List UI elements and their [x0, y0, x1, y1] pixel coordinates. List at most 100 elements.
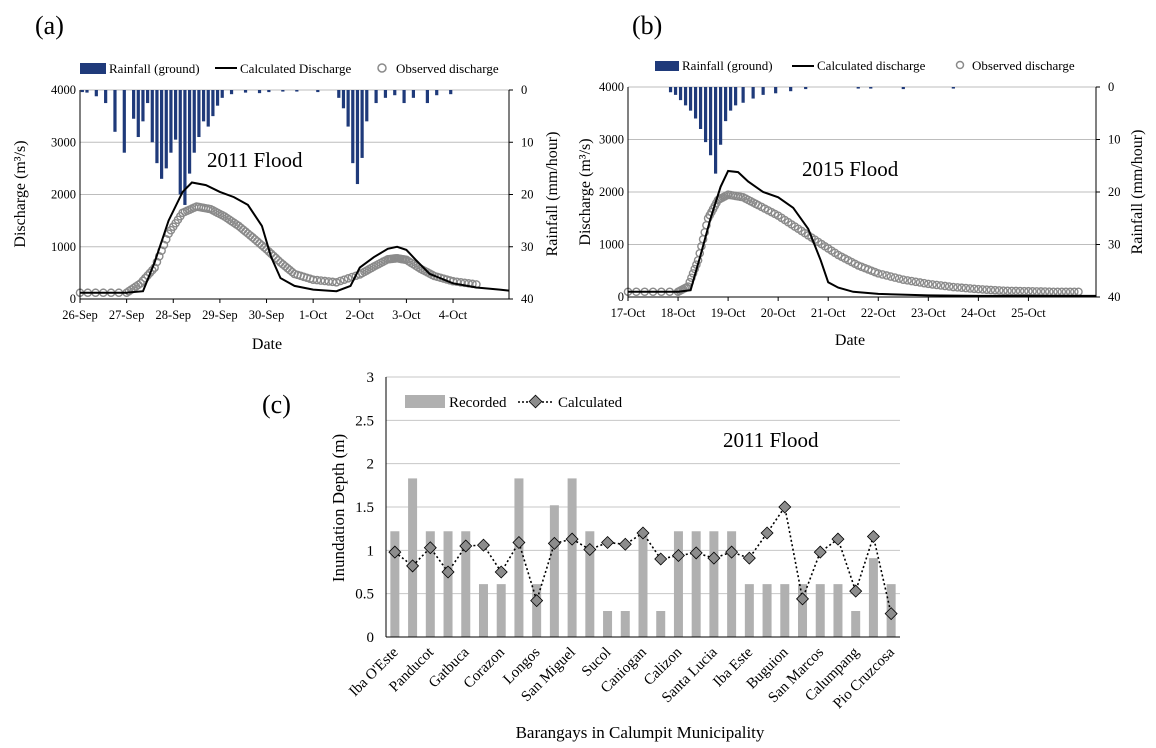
chart-panel-a: Rainfall (ground) Calculated Discharge O…	[12, 61, 561, 353]
x-tick-label-a: 28-Sep	[156, 308, 191, 322]
y-tick-label-c: 1.5	[355, 500, 374, 516]
y2-tick-label-b: 30	[1108, 238, 1121, 252]
calculated-marker	[636, 526, 650, 540]
recorded-bar	[798, 584, 808, 637]
x-tick-label-a: 2-Oct	[346, 308, 375, 322]
rainfall-bar-a	[104, 90, 108, 104]
x-tick-label-b: 19-Oct	[711, 306, 746, 320]
calculated-marker	[441, 565, 455, 579]
y-tick-label-b: 4000	[599, 80, 624, 94]
rainfall-bar-a	[206, 90, 210, 127]
calculated-marker	[849, 584, 863, 598]
observed-point-b	[878, 270, 887, 279]
observed-point-b	[1003, 286, 1012, 296]
legend-b-rainfall-label: Rainfall (ground)	[682, 58, 773, 73]
rainfall-bar-a	[122, 90, 126, 153]
rainfall-bar-b	[951, 87, 955, 89]
calculated-marker	[618, 537, 632, 551]
rainfall-bar-a	[94, 90, 98, 97]
rainfall-bar-a	[374, 90, 378, 104]
observed-point-a	[343, 274, 353, 283]
y-tick-label-c: 2	[367, 457, 375, 473]
rainfall-bar-a	[192, 90, 196, 153]
observed-point-b	[907, 276, 916, 286]
legend-a-rainfall-swatch	[80, 63, 106, 74]
panel-label-c: (c)	[262, 390, 291, 419]
rainfall-bar-a	[141, 90, 145, 122]
legend-b-rainfall-swatch	[655, 61, 679, 71]
rainfall-bar-a	[360, 90, 364, 158]
x-tick-label-b: 20-Oct	[761, 306, 796, 320]
x-axis-title-b: Date	[835, 332, 865, 349]
rainfall-bar-b	[668, 87, 673, 93]
observed-point-b	[882, 271, 891, 280]
recorded-bar	[461, 531, 471, 637]
calculated-marker	[583, 542, 597, 556]
x-tick-label-a: 27-Sep	[109, 308, 144, 322]
observed-point-b	[990, 285, 1000, 295]
recorded-bar	[868, 558, 878, 637]
rainfall-bar-b	[804, 87, 808, 90]
rainfall-bar-a	[411, 90, 416, 98]
observed-point-b	[978, 285, 987, 294]
rainfall-bar-a	[211, 90, 215, 117]
rainfall-bar-a	[113, 90, 117, 132]
calculated-marker	[476, 538, 490, 552]
rainfall-bar-a	[346, 90, 350, 127]
x-tick-label-b: 24-Oct	[961, 306, 996, 320]
observed-point-b	[965, 284, 975, 293]
recorded-bar	[603, 611, 613, 637]
rainfall-bar-a	[351, 90, 355, 164]
recorded-bar	[638, 531, 648, 637]
calculated-marker	[423, 541, 437, 555]
rainfall-bar-a	[136, 90, 140, 138]
x-tick-label-a: 4-Oct	[439, 308, 468, 322]
observed-point-b	[994, 286, 1004, 295]
calculated-marker	[565, 532, 579, 546]
y-tick-label-a: 1000	[51, 240, 76, 254]
observed-point-a	[336, 276, 345, 286]
observed-point-b	[873, 269, 883, 278]
recorded-bar	[478, 584, 488, 637]
rainfall-bar-b	[718, 87, 723, 145]
chart-panel-c: Recorded Calculated 2011 Flood Barangays…	[329, 370, 900, 742]
legend-a-observed-swatch	[377, 63, 387, 73]
y-tick-label-b: 0	[618, 290, 624, 304]
rainfall-bar-b	[901, 87, 905, 90]
calculated-marker	[742, 551, 756, 565]
y-tick-label-c: 1	[367, 543, 375, 559]
y-tick-label-a: 3000	[51, 135, 76, 149]
rainfall-bar-b	[869, 87, 873, 89]
x-tick-label-a: 29-Sep	[202, 308, 237, 322]
y-tick-label-c: 3	[367, 370, 375, 386]
y2-tick-label-a: 20	[521, 188, 534, 202]
observed-point-b	[999, 286, 1008, 296]
observed-point-b	[974, 284, 983, 294]
y-tick-label-b: 1000	[599, 238, 624, 252]
y2-tick-label-a: 0	[521, 83, 527, 97]
y-axis-title-b: Discharge (m³/s)	[577, 138, 594, 245]
calculated-marker	[796, 592, 810, 606]
calculated-line-b	[628, 169, 1096, 297]
rainfall-bar-b	[713, 87, 718, 174]
rainfall-bar-b	[688, 87, 693, 111]
rainfall-bar-a	[187, 90, 192, 174]
observed-point-b	[911, 277, 921, 287]
calculated-marker	[671, 549, 685, 563]
y-tick-label-a: 0	[70, 292, 76, 306]
calculated-marker	[689, 546, 703, 560]
x-tick-label-b: 17-Oct	[611, 306, 646, 320]
calculated-marker	[406, 559, 420, 573]
rainfall-bar-b	[703, 87, 708, 143]
x-tick-label-b: 23-Oct	[911, 306, 946, 320]
rainfall-bar-b	[734, 87, 738, 106]
y-axis-title-c: Inundation Depth (m)	[329, 434, 348, 582]
recorded-bar	[815, 584, 825, 637]
recorded-bar	[567, 478, 577, 637]
y-tick-label-c: 0.5	[355, 587, 374, 603]
rainfall-bar-b	[761, 87, 765, 95]
y-tick-label-b: 3000	[599, 133, 624, 147]
recorded-bar	[532, 584, 542, 637]
recorded-bar	[851, 611, 861, 637]
calculated-marker	[831, 532, 845, 546]
